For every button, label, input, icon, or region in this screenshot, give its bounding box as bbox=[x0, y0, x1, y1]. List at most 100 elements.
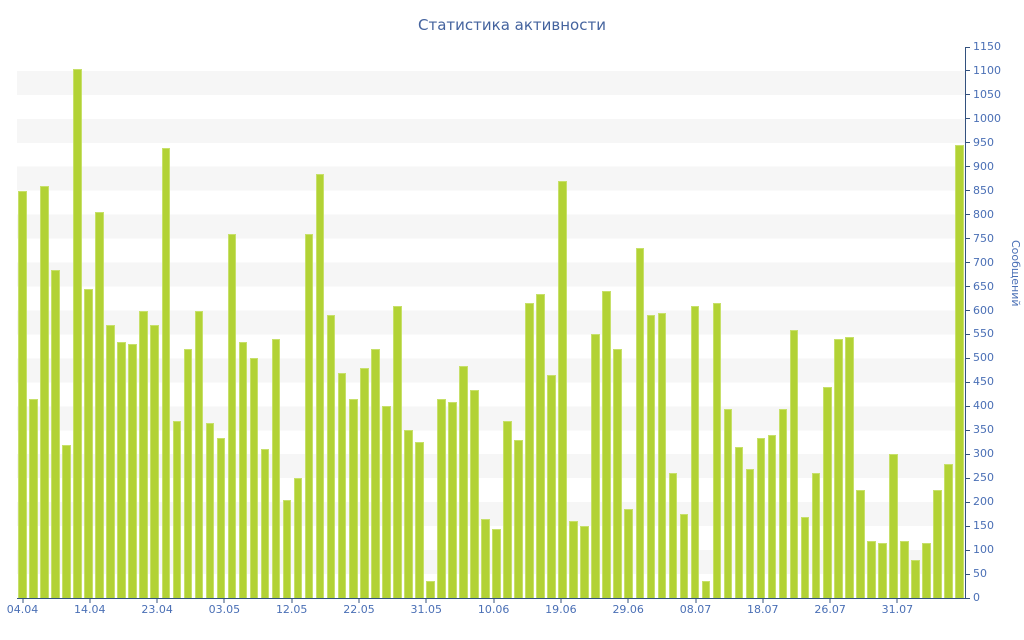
bar[interactable] bbox=[29, 399, 38, 598]
bar[interactable] bbox=[393, 305, 402, 598]
bar[interactable] bbox=[745, 468, 755, 598]
bar[interactable] bbox=[933, 490, 942, 598]
bar[interactable] bbox=[822, 387, 832, 598]
y-tick bbox=[966, 405, 970, 407]
bar[interactable] bbox=[668, 473, 678, 598]
bar[interactable] bbox=[955, 145, 964, 598]
bar[interactable] bbox=[525, 303, 534, 598]
bar[interactable] bbox=[293, 478, 303, 598]
bar[interactable] bbox=[878, 542, 887, 598]
x-tick bbox=[156, 599, 158, 603]
bar[interactable] bbox=[602, 291, 612, 598]
bar[interactable] bbox=[161, 147, 171, 598]
bar[interactable] bbox=[337, 372, 347, 598]
bar[interactable] bbox=[426, 581, 435, 598]
bar[interactable] bbox=[855, 490, 865, 598]
bar[interactable] bbox=[84, 288, 93, 598]
bar[interactable] bbox=[646, 315, 656, 598]
bar[interactable] bbox=[756, 437, 766, 598]
y-tick-label: 750 bbox=[973, 231, 994, 245]
bar[interactable] bbox=[734, 447, 744, 598]
bar[interactable] bbox=[569, 521, 578, 598]
bar[interactable] bbox=[359, 368, 369, 598]
bar[interactable] bbox=[62, 444, 71, 598]
y-tick-label: 950 bbox=[973, 135, 994, 149]
bar[interactable] bbox=[679, 514, 689, 598]
bar[interactable] bbox=[712, 303, 722, 598]
bar[interactable] bbox=[117, 341, 126, 598]
bar[interactable] bbox=[536, 293, 545, 598]
bar[interactable] bbox=[767, 435, 777, 598]
bar[interactable] bbox=[690, 305, 700, 598]
bar[interactable] bbox=[51, 269, 60, 598]
bar[interactable] bbox=[448, 401, 457, 598]
bar[interactable] bbox=[260, 449, 270, 598]
bar[interactable] bbox=[800, 516, 810, 598]
bar[interactable] bbox=[922, 542, 931, 598]
bar[interactable] bbox=[591, 334, 601, 598]
bar[interactable] bbox=[657, 312, 667, 598]
plot-area bbox=[17, 47, 966, 599]
bar[interactable] bbox=[900, 540, 909, 598]
bar[interactable] bbox=[889, 454, 898, 598]
x-tick-label: 08.07 bbox=[679, 603, 712, 616]
bar[interactable] bbox=[789, 329, 799, 598]
bar[interactable] bbox=[580, 526, 589, 598]
bar[interactable] bbox=[624, 509, 634, 598]
bar[interactable] bbox=[205, 423, 215, 598]
bar[interactable] bbox=[844, 336, 854, 598]
bar[interactable] bbox=[95, 212, 104, 598]
y-tick-label: 1100 bbox=[973, 63, 1001, 77]
bar[interactable] bbox=[183, 348, 193, 598]
bar[interactable] bbox=[370, 348, 380, 598]
bar[interactable] bbox=[514, 439, 523, 598]
bar[interactable] bbox=[811, 473, 821, 598]
bar[interactable] bbox=[778, 408, 788, 598]
bar[interactable] bbox=[867, 540, 876, 598]
x-tick bbox=[358, 599, 360, 603]
bar[interactable] bbox=[415, 442, 424, 598]
bar[interactable] bbox=[73, 68, 82, 598]
bar[interactable] bbox=[150, 324, 160, 598]
y-tick-label: 1050 bbox=[973, 87, 1001, 101]
bar[interactable] bbox=[723, 408, 733, 598]
bar[interactable] bbox=[911, 559, 920, 598]
bar[interactable] bbox=[381, 406, 391, 598]
bar[interactable] bbox=[437, 399, 446, 598]
bar[interactable] bbox=[558, 181, 567, 598]
bar[interactable] bbox=[271, 339, 281, 598]
bar[interactable] bbox=[348, 399, 358, 598]
bar[interactable] bbox=[106, 324, 115, 598]
bar[interactable] bbox=[139, 310, 149, 598]
bar[interactable] bbox=[326, 315, 336, 598]
y-tick bbox=[966, 549, 970, 551]
bar[interactable] bbox=[172, 420, 182, 598]
bar[interactable] bbox=[547, 375, 556, 598]
bar[interactable] bbox=[481, 518, 490, 598]
bar[interactable] bbox=[216, 437, 226, 598]
bar[interactable] bbox=[249, 358, 259, 598]
bar[interactable] bbox=[404, 430, 413, 598]
y-tick-label: 50 bbox=[973, 567, 987, 581]
bar[interactable] bbox=[227, 233, 237, 598]
bar[interactable] bbox=[40, 185, 49, 598]
bar[interactable] bbox=[833, 339, 843, 598]
bar[interactable] bbox=[701, 581, 711, 598]
bar[interactable] bbox=[635, 248, 645, 598]
bar[interactable] bbox=[613, 348, 623, 598]
y-tick bbox=[966, 190, 970, 192]
bar[interactable] bbox=[492, 528, 501, 598]
bar[interactable] bbox=[282, 499, 292, 598]
bar[interactable] bbox=[238, 341, 248, 598]
bar[interactable] bbox=[128, 344, 138, 598]
bar[interactable] bbox=[503, 420, 512, 598]
bar-series bbox=[17, 47, 965, 598]
bar[interactable] bbox=[18, 190, 27, 598]
bar[interactable] bbox=[944, 463, 953, 598]
bar[interactable] bbox=[194, 310, 204, 598]
bar[interactable] bbox=[470, 389, 479, 598]
x-tick-label: 18.07 bbox=[747, 603, 779, 616]
bar[interactable] bbox=[315, 173, 325, 598]
bar[interactable] bbox=[304, 233, 314, 598]
bar[interactable] bbox=[459, 365, 468, 598]
